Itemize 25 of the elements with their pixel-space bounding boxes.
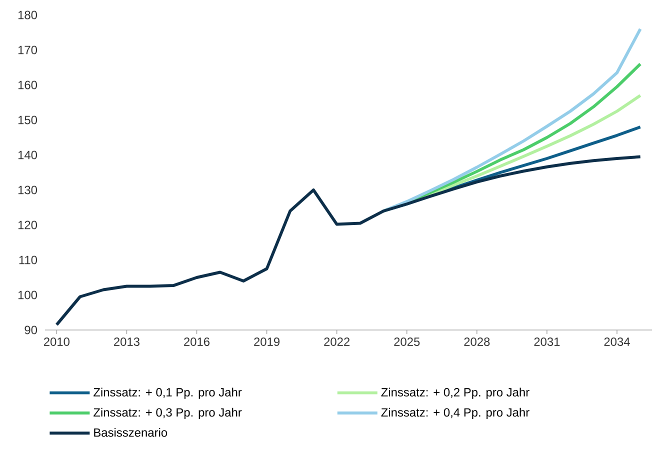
line-series — [55, 155, 642, 326]
y-tick-label: 140 — [18, 150, 38, 160]
x-tick-label: 2013 — [114, 338, 140, 346]
x-tick-label: 2019 — [254, 338, 280, 346]
x-tick-label: 2016 — [184, 338, 210, 346]
y-tick-label: 180 — [18, 10, 38, 20]
x-tick-label: 2034 — [604, 338, 630, 346]
legend-label: Zinssatz: + 0,2 Pp. pro Jahr — [381, 388, 530, 399]
y-tick-label: 100 — [18, 290, 38, 300]
x-tick-label: 2022 — [324, 338, 350, 346]
y-tick-label: 160 — [18, 80, 38, 90]
x-tick-label: 2028 — [464, 338, 490, 346]
x-tick-label: 2031 — [534, 338, 560, 346]
x-tick-label: 2025 — [394, 338, 420, 346]
y-tick-label: 130 — [18, 186, 38, 194]
y-tick-label: 170 — [18, 46, 38, 54]
y-tick-label: 90 — [24, 326, 38, 334]
legend-label: Zinssatz: + 0,4 Pp. pro Jahr — [381, 408, 530, 420]
y-tick-label: 110 — [19, 256, 38, 264]
legend-label: Zinssatz: + 0,1 Pp. pro Jahr — [94, 388, 242, 399]
x-tick-label: 2010 — [44, 338, 70, 346]
legend-label: Zinssatz: + 0,3 Pp. pro Jahr — [94, 408, 242, 420]
y-tick-label: 150 — [18, 116, 38, 124]
legend-label: Basisszenario — [94, 428, 168, 437]
y-tick-label: 120 — [18, 220, 38, 230]
